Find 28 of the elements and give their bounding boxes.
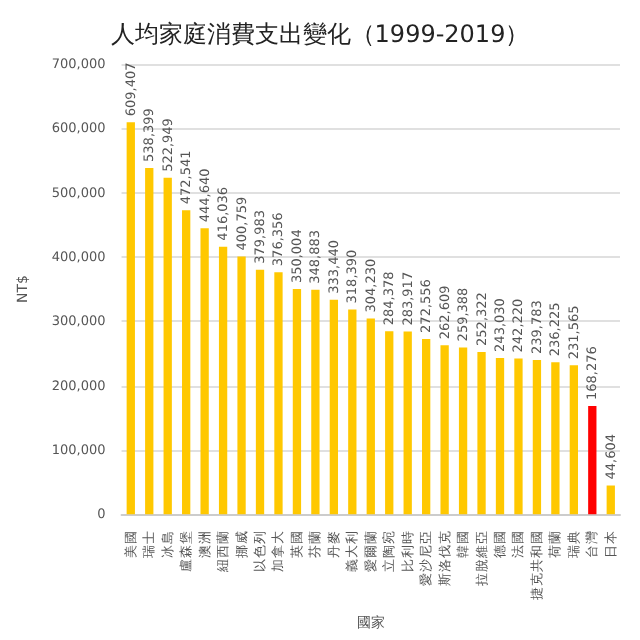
bar: [385, 331, 394, 515]
bar: [311, 289, 320, 515]
bar: [200, 228, 209, 515]
bar: [514, 358, 523, 515]
bar: [495, 357, 505, 515]
bar: [569, 365, 578, 515]
bar: [606, 485, 615, 515]
bar: [182, 210, 191, 515]
bar: [292, 289, 302, 515]
bar: [588, 405, 597, 515]
bar: [274, 272, 283, 515]
bar: [422, 338, 431, 515]
bar: [403, 331, 412, 515]
chart-title: 人均家庭消費支出變化（1999-2019）: [110, 20, 530, 48]
bar: [255, 269, 265, 515]
bar: [348, 309, 357, 515]
bar: [366, 318, 375, 515]
bar: [440, 345, 449, 515]
bar: [126, 122, 135, 515]
bar: [551, 362, 560, 515]
bar: [532, 359, 542, 515]
bar: [458, 347, 468, 515]
bar: [237, 256, 246, 515]
bar: [477, 351, 486, 515]
bar: [163, 177, 172, 515]
bar: [329, 299, 339, 515]
bar: [145, 167, 154, 515]
bar: [218, 246, 228, 515]
